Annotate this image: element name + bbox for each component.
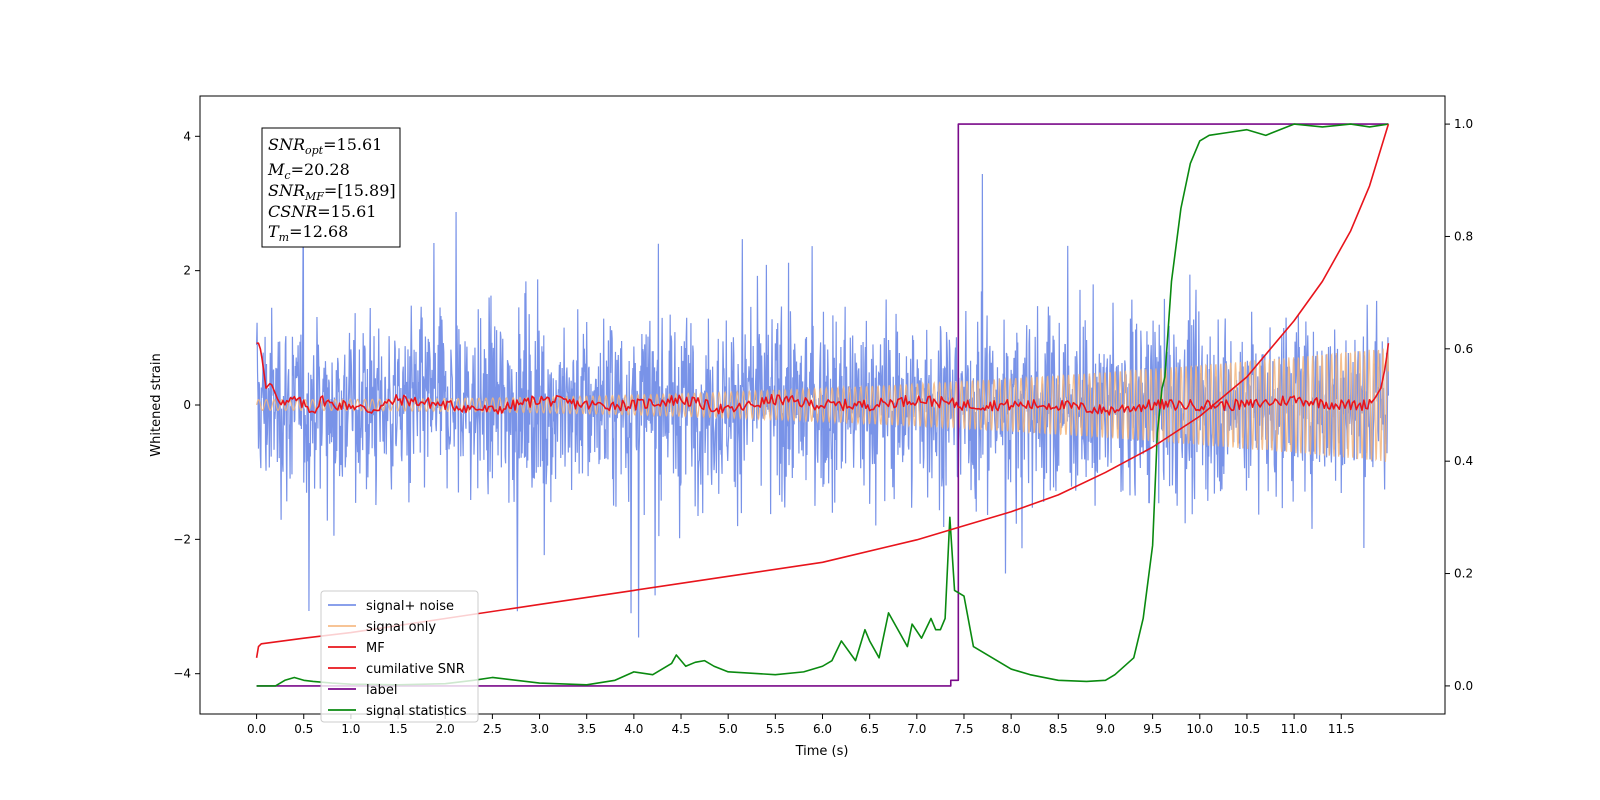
x-tick-label: 10.0 [1186, 722, 1213, 736]
x-tick-label: 0.5 [294, 722, 313, 736]
snr-opt-subscript: opt [305, 144, 324, 157]
tm-symbol: T [268, 222, 280, 241]
x-axis-label: Time (s) [795, 744, 849, 759]
y2-tick-label: 0.2 [1454, 567, 1473, 581]
legend-label-signal-only: signal only [366, 620, 436, 635]
snr-opt-stat: SNRopt=15.61 [268, 135, 382, 157]
x-tick-label: 5.5 [766, 722, 785, 736]
y-tick-label: 2 [183, 264, 191, 278]
x-tick-label: 3.5 [577, 722, 596, 736]
y2-tick-label: 0.4 [1454, 454, 1473, 468]
x-tick-label: 2.5 [483, 722, 502, 736]
snr-mf-value: =[15.89] [324, 181, 396, 200]
x-tick-label: 8.0 [1002, 722, 1021, 736]
x-tick-label: 1.5 [389, 722, 408, 736]
snr-mf-subscript: MF [304, 190, 324, 203]
x-axis-ticks: 0.0 0.5 1.0 1.5 2.0 2.5 3.0 3.5 4.0 4.5 5.0 5.5 6.0 6… [247, 714, 1355, 736]
stats-box: SNRopt=15.61 Mc=20.28 SNRMF=[15.89] CSNR… [261, 127, 401, 248]
x-tick-label: 1.0 [341, 722, 360, 736]
x-tick-label: 7.5 [954, 722, 973, 736]
legend-frame [320, 590, 479, 723]
label-line [256, 123, 1389, 687]
mc-symbol: M [267, 160, 285, 179]
x-tick-label: 0.0 [247, 722, 266, 736]
csnr-symbol: CSNR [268, 202, 317, 221]
x-tick-label: 8.5 [1049, 722, 1068, 736]
signal-only-line [256, 348, 1390, 462]
x-tick-label: 2.0 [436, 722, 455, 736]
x-tick-label: 9.0 [1096, 722, 1115, 736]
x-tick-label: 6.5 [860, 722, 879, 736]
snr-mf-symbol: SNR [268, 181, 305, 200]
mc-value: =20.28 [291, 160, 350, 179]
csnr-stat: CSNR=15.61 [268, 202, 376, 221]
tm-subscript: m [279, 231, 289, 244]
right-axis-series [255, 123, 1390, 687]
mc-subscript: c [284, 169, 290, 182]
legend: signal+ noise signal only MF cumilative SNR… [320, 590, 479, 723]
x-tick-label: 5.0 [719, 722, 738, 736]
y2-tick-label: 1.0 [1454, 117, 1473, 131]
y2-tick-label: 0.8 [1454, 229, 1473, 243]
y2-axis-ticks: 0.0 0.2 0.4 0.6 0.8 1.0 [1445, 117, 1473, 693]
x-tick-label: 7.0 [907, 722, 926, 736]
snr-opt-symbol: SNR [268, 135, 305, 154]
y-axis-ticks: −4 −2 0 2 4 [173, 129, 200, 681]
csnr-value: =15.61 [317, 202, 376, 221]
y-axis-label: Whitened strain [149, 353, 164, 456]
signal-statistics-line [256, 123, 1389, 687]
x-tick-label: 9.5 [1143, 722, 1162, 736]
y2-tick-label: 0.6 [1454, 342, 1473, 356]
x-tick-label: 4.0 [624, 722, 643, 736]
y2-tick-label: 0.0 [1454, 679, 1473, 693]
mf-line [256, 342, 1390, 416]
x-tick-label: 6.0 [813, 722, 832, 736]
tm-stat: Tm=12.68 [268, 222, 348, 244]
x-tick-label: 10.5 [1234, 722, 1261, 736]
y-tick-label: 4 [183, 129, 191, 143]
legend-label-signal-noise: signal+ noise [366, 599, 454, 614]
y-tick-label: 0 [183, 398, 191, 412]
mc-stat: Mc=20.28 [267, 160, 350, 182]
legend-label-mf: MF [366, 641, 385, 656]
y-tick-label: −2 [173, 532, 191, 546]
snr-mf-stat: SNRMF=[15.89] [268, 181, 396, 203]
x-tick-label: 11.5 [1328, 722, 1355, 736]
tm-value: =12.68 [289, 222, 348, 241]
legend-entries: signal+ noise signal only MF cumilative SNR… [328, 599, 467, 719]
legend-label-cumilative-snr: cumilative SNR [366, 662, 465, 677]
x-tick-label: 11.0 [1281, 722, 1308, 736]
signal-only-series [256, 348, 1390, 462]
legend-label-label: label [366, 683, 397, 698]
y-tick-label: −4 [173, 667, 191, 681]
x-tick-label: 4.5 [671, 722, 690, 736]
stats-box-frame [261, 127, 401, 248]
legend-label-signal-statistics: signal statistics [366, 704, 467, 719]
snr-opt-value: =15.61 [323, 135, 382, 154]
x-tick-label: 3.0 [530, 722, 549, 736]
